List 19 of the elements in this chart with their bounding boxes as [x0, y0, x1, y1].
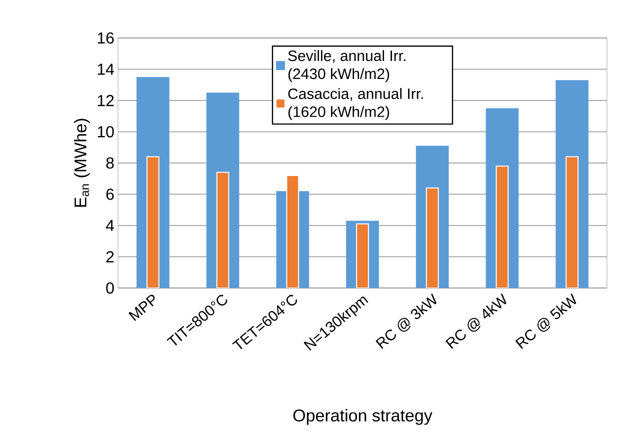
y-tick-label: 16 [98, 32, 114, 44]
bar [356, 223, 369, 288]
bar [286, 174, 300, 288]
y-tick-label: 8 [106, 157, 114, 169]
y-tick-label: 0 [106, 282, 114, 294]
y-tick-label: 12 [98, 94, 114, 106]
y-tick-label: 6 [106, 188, 114, 200]
legend-label: Casaccia, annual Irr. (1620 kWh/m2) [288, 88, 423, 120]
y-tick-label: 14 [98, 64, 114, 75]
bar [426, 187, 439, 288]
y-tick-label: 4 [106, 220, 114, 231]
x-axis-title: Operation strategy [293, 409, 432, 425]
y-tick-label: 10 [98, 126, 114, 138]
y-axis-title: E$_{an}$ (MWhe) [74, 118, 90, 207]
bar [566, 156, 579, 288]
x-tick-label: RC @ 4kW [445, 293, 506, 349]
bar [146, 156, 160, 288]
legend-label: Seville, annual Irr. (2430 kWh/m2) [288, 50, 406, 82]
y-tick-label: 2 [106, 251, 114, 262]
